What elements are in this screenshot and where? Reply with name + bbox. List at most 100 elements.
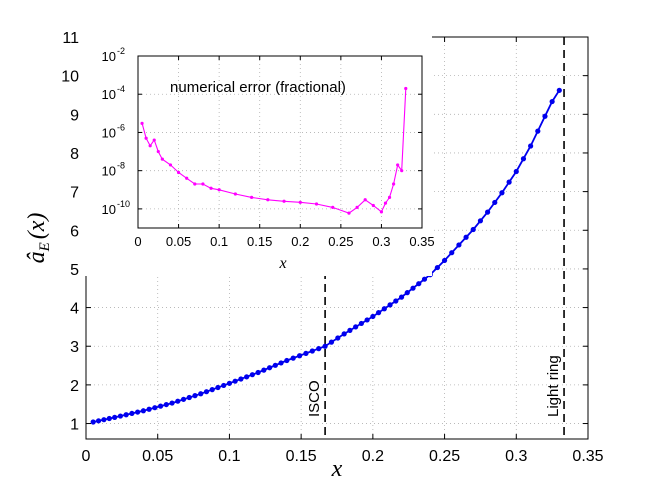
vertical-line-label: ISCO bbox=[306, 380, 323, 417]
main-y-tick-labels: 1 2 3 4 5 6 7 8 9 10 11 bbox=[61, 30, 79, 434]
main-marker bbox=[477, 218, 484, 224]
main-marker bbox=[416, 281, 422, 287]
main-data-point bbox=[341, 331, 347, 337]
inset-data-point bbox=[185, 176, 189, 180]
main-marker bbox=[244, 374, 250, 380]
main-y-axis-label: âE(x) bbox=[24, 213, 53, 264]
inset-background bbox=[84, 36, 432, 276]
inset-data-point bbox=[396, 163, 400, 167]
main-x-tick-label: 0.2 bbox=[362, 448, 384, 465]
main-marker bbox=[238, 376, 244, 382]
vertical-line-label: Light ring bbox=[545, 355, 562, 417]
main-marker bbox=[296, 353, 303, 359]
main-data-point bbox=[226, 380, 233, 386]
main-x-tick-labels: 0 0.05 0.1 0.15 0.2 0.25 0.3 0.35 bbox=[82, 448, 604, 465]
main-data-point bbox=[556, 87, 562, 93]
inset-data-point bbox=[201, 182, 205, 186]
main-data-point bbox=[169, 400, 175, 406]
main-marker bbox=[393, 298, 399, 304]
inset-series bbox=[140, 86, 408, 215]
main-marker bbox=[180, 396, 187, 402]
main-marker bbox=[175, 398, 181, 404]
main-data-point bbox=[198, 391, 204, 397]
main-marker bbox=[186, 394, 192, 401]
main-data-point bbox=[284, 357, 290, 364]
main-marker bbox=[215, 384, 221, 391]
main-x-tick-label: 0.15 bbox=[286, 448, 317, 465]
main-data-point bbox=[470, 226, 476, 233]
inset-data-point bbox=[140, 121, 144, 125]
inset-x-tick-label: 0.25 bbox=[328, 234, 353, 249]
main-x-tick-label: 0.05 bbox=[142, 448, 173, 465]
inset-x-tick-label: 0.15 bbox=[247, 234, 272, 249]
main-marker bbox=[135, 409, 141, 415]
inset-x-axis-label: x bbox=[278, 255, 286, 272]
main-marker bbox=[463, 234, 469, 240]
inset-tick-marks bbox=[137, 55, 423, 228]
inset-x-tick-label: 0.1 bbox=[210, 234, 228, 249]
inset-data-point bbox=[250, 195, 254, 199]
main-marker bbox=[449, 250, 455, 256]
main-marker bbox=[123, 412, 129, 418]
main-marker bbox=[535, 128, 541, 134]
main-x-tick-label: 0.35 bbox=[572, 448, 603, 465]
main-marker bbox=[316, 346, 322, 352]
inset-y-tick-label: 10 bbox=[102, 87, 116, 102]
main-y-tick-label: 7 bbox=[70, 185, 79, 202]
inset-data-point bbox=[217, 188, 221, 192]
main-marker bbox=[434, 264, 440, 271]
inset-data-point bbox=[314, 202, 319, 206]
main-y-tick-label: 8 bbox=[70, 146, 79, 163]
main-series bbox=[90, 87, 562, 425]
inset-y-tick-exponent: -8 bbox=[117, 161, 125, 171]
inset-y-tick-exponent: -6 bbox=[117, 122, 125, 132]
inset-y-tick-label: 10 bbox=[102, 164, 116, 179]
main-x-axis-label: x bbox=[331, 456, 343, 482]
inset-data-point bbox=[383, 201, 388, 205]
main-marker bbox=[163, 401, 169, 408]
main-marker bbox=[353, 324, 359, 330]
inset-data-point bbox=[371, 203, 375, 208]
main-y-tick-label: 5 bbox=[70, 262, 79, 279]
main-y-tick-label: 1 bbox=[70, 417, 79, 434]
inset-data-point bbox=[193, 182, 197, 186]
inset-data-point bbox=[144, 136, 148, 140]
main-marker bbox=[506, 179, 512, 185]
main-data-point bbox=[549, 98, 555, 105]
main-x-tick-label: 0.3 bbox=[505, 448, 527, 465]
main-x-tick-label: 0.25 bbox=[429, 448, 460, 465]
inset-data-point bbox=[152, 138, 156, 142]
main-marker bbox=[364, 317, 370, 323]
inset-data-point bbox=[404, 86, 408, 91]
main-marker bbox=[95, 418, 102, 424]
inset-x-tick-label: 0.35 bbox=[409, 234, 434, 249]
main-y-tick-label: 4 bbox=[70, 301, 79, 318]
inset-data-point bbox=[209, 186, 213, 190]
inset-data-point bbox=[331, 205, 335, 209]
main-data-point bbox=[441, 257, 448, 264]
inset-data-point bbox=[156, 149, 160, 154]
inset-data-point bbox=[363, 198, 367, 202]
main-data-point bbox=[528, 143, 534, 149]
main-data-point bbox=[485, 209, 491, 215]
main-marker bbox=[209, 387, 215, 393]
inset-data-point bbox=[400, 169, 404, 173]
main-marker bbox=[129, 410, 135, 417]
inset-y-tick-label: 10 bbox=[102, 125, 116, 140]
inset-data-point bbox=[148, 144, 152, 148]
main-marker bbox=[358, 320, 364, 327]
inset-title: numerical error (fractional) bbox=[170, 79, 346, 96]
inset-x-tick-label: 0 bbox=[134, 234, 141, 249]
inset-y-tick-exponent: -2 bbox=[117, 46, 125, 56]
main-marker bbox=[347, 327, 353, 333]
main-marker bbox=[410, 285, 416, 291]
main-y-tick-label: 2 bbox=[70, 378, 79, 395]
main-marker bbox=[192, 393, 198, 399]
main-marker bbox=[101, 417, 107, 423]
inset-data-point bbox=[387, 195, 392, 199]
main-marker bbox=[249, 372, 255, 378]
main-marker bbox=[157, 403, 164, 409]
main-marker bbox=[261, 367, 267, 373]
main-marker bbox=[309, 348, 315, 354]
